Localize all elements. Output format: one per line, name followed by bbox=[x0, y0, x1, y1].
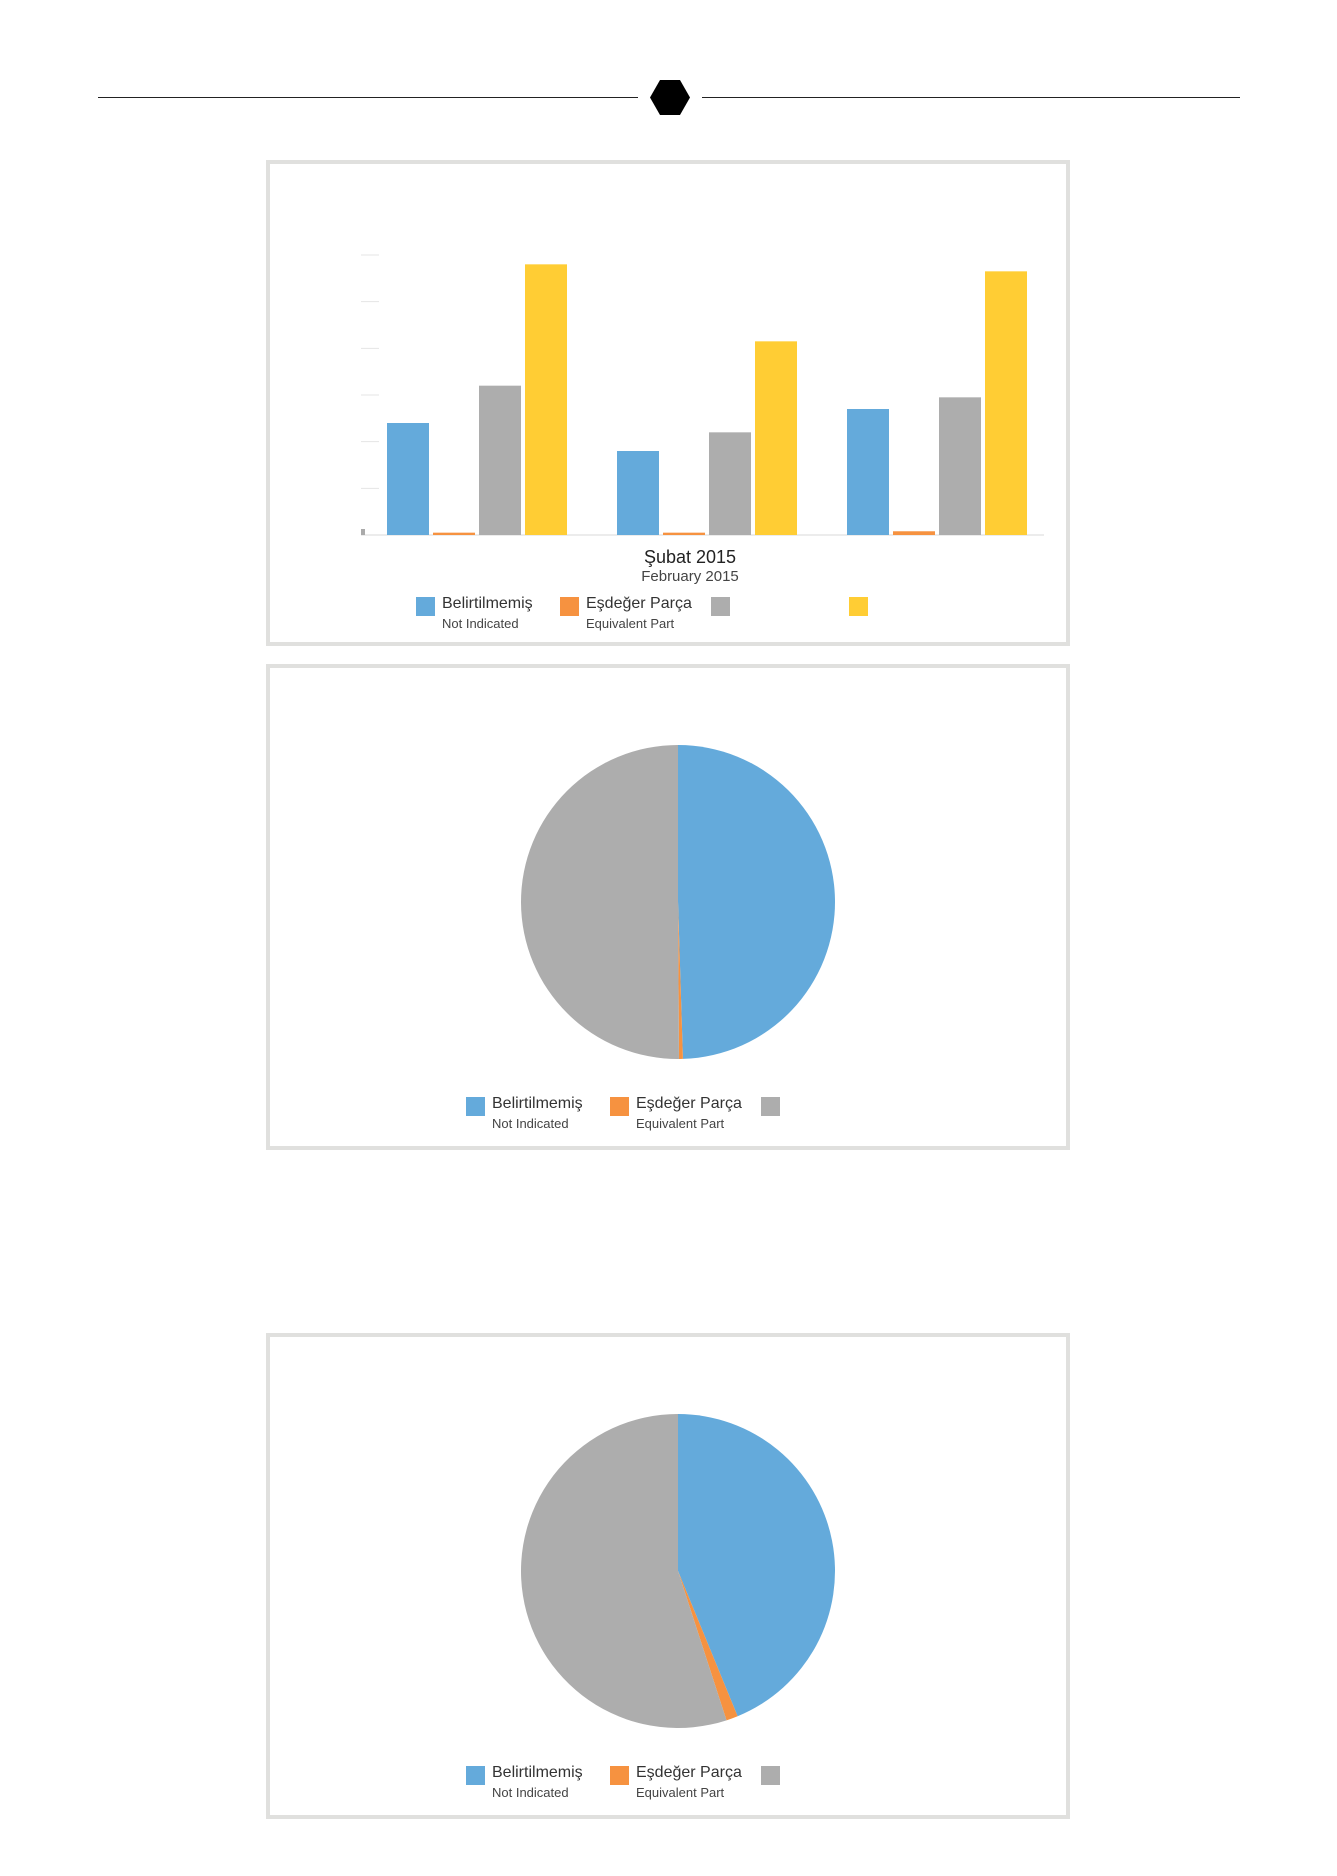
bar-s3-c0 bbox=[525, 264, 567, 535]
header-rule-right bbox=[702, 97, 1240, 98]
legend-label-tr: Eşdeğer Parça bbox=[636, 1095, 742, 1112]
pie-slice-0 bbox=[678, 1414, 835, 1717]
legend-label-tr: Eşdeğer Parça bbox=[636, 1764, 742, 1781]
legend-label-en: Equivalent Part bbox=[636, 1785, 725, 1800]
hexagon-icon bbox=[650, 80, 690, 115]
bar-s1-c1 bbox=[663, 532, 705, 535]
legend-swatch bbox=[610, 1766, 629, 1785]
legend-label-tr: Eşdeğer Parça bbox=[586, 595, 692, 612]
legend-swatch bbox=[466, 1766, 485, 1785]
legend-label-en: Equivalent Part bbox=[586, 616, 675, 631]
legend-swatch bbox=[466, 1097, 485, 1116]
legend-swatch bbox=[416, 597, 435, 616]
bar-chart bbox=[361, 254, 1044, 536]
bar-s0-c2 bbox=[847, 409, 889, 535]
bar-s3-c2 bbox=[985, 271, 1027, 535]
header-rule-left bbox=[98, 97, 638, 98]
x-axis-title-tr: Şubat 2015 bbox=[643, 547, 737, 567]
legend-label-en: Equivalent Part bbox=[636, 1116, 725, 1131]
legend-swatch bbox=[761, 1766, 780, 1785]
pie-slice-1 bbox=[678, 902, 683, 1059]
bar-chart-legend: Belirtilmemiş Not Indicated Eşdeğer Parç… bbox=[416, 595, 916, 635]
pie-chart-2 bbox=[521, 1414, 835, 1728]
legend-swatch bbox=[711, 597, 730, 616]
legend-swatch bbox=[610, 1097, 629, 1116]
legend-label-tr: Belirtilmemiş bbox=[492, 1095, 583, 1112]
bar-s2-c0 bbox=[479, 385, 521, 535]
bar-chart-panel: Şubat 2015 February 2015 Belirtilmemiş N… bbox=[266, 160, 1070, 646]
pie-slice-1 bbox=[678, 1571, 738, 1721]
pie-chart-panel-2: Belirtilmemiş Not Indicated Eşdeğer Parç… bbox=[266, 1333, 1070, 1819]
pie-chart-1-legend: Belirtilmemiş Not Indicated Eşdeğer Parç… bbox=[466, 1095, 806, 1135]
pie-slice-2 bbox=[521, 1414, 727, 1728]
bar-s3-c1 bbox=[755, 341, 797, 535]
pie-chart-panel-1: Belirtilmemiş Not Indicated Eşdeğer Parç… bbox=[266, 664, 1070, 1150]
pie-slice-0 bbox=[678, 745, 835, 1059]
legend-label-en: Not Indicated bbox=[442, 616, 519, 631]
bar-s1-c0 bbox=[433, 532, 475, 535]
bar-s0-c1 bbox=[617, 451, 659, 535]
bar-s0-c0 bbox=[387, 423, 429, 535]
legend-swatch bbox=[849, 597, 868, 616]
legend-swatch bbox=[761, 1097, 780, 1116]
axis-marker bbox=[361, 529, 365, 535]
legend-label-en: Not Indicated bbox=[492, 1785, 569, 1800]
bar-s2-c1 bbox=[709, 432, 751, 535]
pie-chart-2-legend: Belirtilmemiş Not Indicated Eşdeğer Parç… bbox=[466, 1764, 806, 1804]
x-axis-title: Şubat 2015 February 2015 bbox=[630, 547, 750, 585]
x-axis-title-en: February 2015 bbox=[641, 568, 739, 585]
bar-s2-c2 bbox=[939, 397, 981, 535]
legend-label-en: Not Indicated bbox=[492, 1116, 569, 1131]
pie-slice-2 bbox=[520, 745, 679, 1059]
bar-s1-c2 bbox=[893, 531, 935, 535]
legend-label-tr: Belirtilmemiş bbox=[492, 1764, 583, 1781]
legend-swatch bbox=[560, 597, 579, 616]
pie-chart-1 bbox=[520, 745, 835, 1059]
legend-label-tr: Belirtilmemiş bbox=[442, 595, 533, 612]
